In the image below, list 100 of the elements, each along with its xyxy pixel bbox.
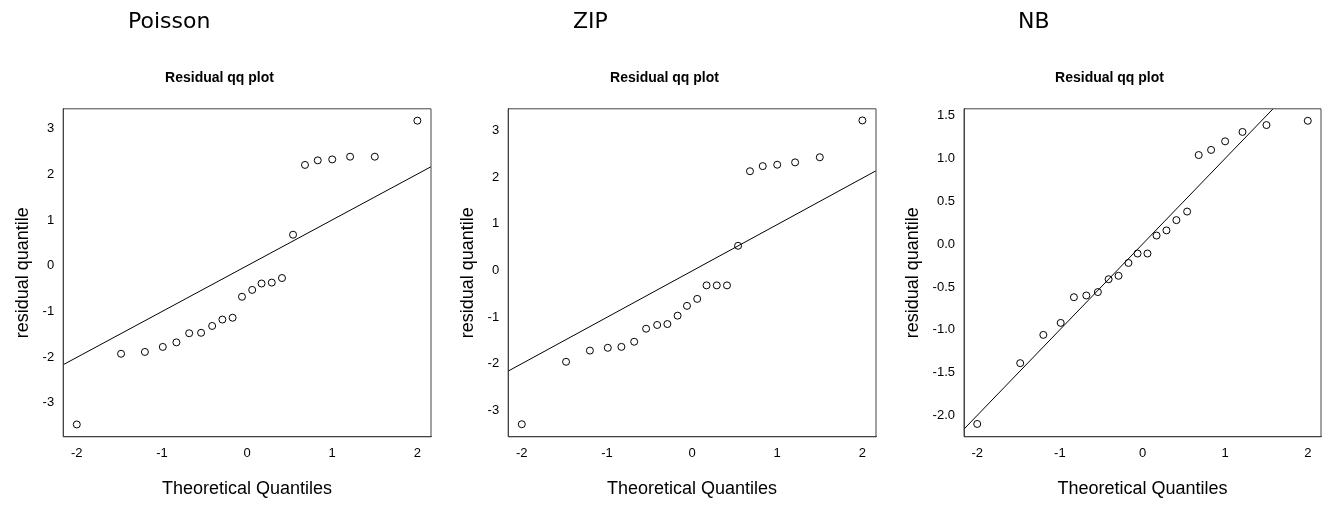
point bbox=[185, 329, 194, 338]
point bbox=[617, 342, 626, 351]
y-tick-label: 3 bbox=[46, 120, 55, 136]
point bbox=[722, 281, 731, 290]
point bbox=[328, 155, 337, 164]
x-axis-title: Theoretical Quantiles bbox=[162, 478, 333, 499]
point bbox=[1016, 359, 1025, 368]
x-tick-label: 2 bbox=[1304, 445, 1312, 461]
point bbox=[630, 337, 639, 346]
y-tick-label: 1 bbox=[46, 211, 55, 227]
x-axis-title: Theoretical Quantiles bbox=[607, 478, 778, 499]
x-tick-label: 1 bbox=[773, 445, 781, 461]
x-tick-label: 1 bbox=[328, 445, 336, 461]
point bbox=[682, 301, 691, 310]
y-tick-label: 1.0 bbox=[936, 150, 955, 166]
point bbox=[1114, 271, 1123, 280]
point bbox=[1194, 151, 1203, 160]
point bbox=[172, 338, 181, 347]
point bbox=[973, 419, 982, 428]
y-axis-title: residual quantile bbox=[456, 207, 477, 339]
point bbox=[745, 167, 754, 176]
chart-subtitle: Residual qq plot bbox=[610, 69, 720, 86]
point bbox=[346, 152, 355, 161]
point bbox=[1056, 318, 1065, 327]
point bbox=[693, 294, 702, 303]
point bbox=[413, 116, 422, 125]
x-tick-label: 2 bbox=[413, 445, 421, 461]
point bbox=[517, 420, 526, 429]
y-tick-label: 2 bbox=[46, 166, 55, 182]
chart-title: NB bbox=[1018, 8, 1050, 33]
x-tick-label: 1 bbox=[1221, 445, 1229, 461]
x-tick-label: 0 bbox=[1138, 445, 1147, 461]
point bbox=[1104, 275, 1113, 284]
x-tick-label: -2 bbox=[516, 445, 528, 461]
point bbox=[1172, 216, 1181, 225]
point bbox=[248, 285, 257, 294]
x-tick-label: 0 bbox=[243, 445, 251, 461]
point bbox=[673, 311, 682, 320]
point bbox=[267, 278, 276, 287]
y-tick-label: -1 bbox=[42, 302, 55, 318]
point bbox=[758, 162, 767, 171]
point bbox=[1143, 249, 1152, 258]
point bbox=[1207, 145, 1216, 154]
point bbox=[653, 320, 662, 329]
point bbox=[277, 274, 286, 283]
y-tick-label: 1.5 bbox=[936, 107, 955, 123]
chart-subtitle: Residual qq plot bbox=[1055, 69, 1165, 86]
point bbox=[585, 346, 594, 355]
x-tick-label: -1 bbox=[1054, 445, 1066, 461]
point bbox=[1124, 258, 1133, 267]
point bbox=[313, 156, 322, 165]
point bbox=[1238, 127, 1247, 136]
y-tick-label: -1.5 bbox=[932, 364, 955, 380]
point bbox=[197, 328, 206, 337]
x-tick-label: 2 bbox=[858, 445, 866, 461]
x-tick-label: -1 bbox=[156, 445, 168, 461]
y-tick-label: 0.0 bbox=[936, 235, 955, 251]
point bbox=[237, 292, 246, 301]
x-tick-label: 0 bbox=[688, 445, 696, 461]
point bbox=[858, 116, 867, 125]
point bbox=[1303, 116, 1312, 125]
y-tick-label: -0.5 bbox=[932, 278, 955, 294]
y-tick-label: 1 bbox=[491, 215, 500, 231]
point bbox=[370, 152, 379, 161]
y-tick-label: -2 bbox=[487, 355, 500, 371]
y-tick-label: 3 bbox=[491, 122, 500, 138]
point bbox=[1262, 121, 1271, 130]
point bbox=[1152, 231, 1161, 240]
y-tick-label: 2 bbox=[491, 168, 500, 184]
point bbox=[257, 279, 266, 288]
point bbox=[1221, 137, 1230, 146]
y-tick-label: -2 bbox=[42, 348, 55, 364]
point bbox=[815, 153, 824, 162]
point bbox=[117, 349, 126, 358]
point bbox=[218, 315, 227, 324]
point bbox=[300, 160, 309, 169]
point bbox=[1039, 330, 1048, 339]
y-axis-title: residual quantile bbox=[901, 207, 922, 339]
x-axis-title: Theoretical Quantiles bbox=[1057, 478, 1228, 499]
point bbox=[158, 342, 167, 351]
point bbox=[791, 158, 800, 167]
y-tick-label: -1.0 bbox=[932, 321, 955, 337]
point bbox=[1133, 249, 1142, 258]
point bbox=[1069, 293, 1078, 302]
y-tick-label: 0.5 bbox=[936, 192, 955, 208]
point bbox=[72, 420, 81, 429]
x-tick-label: -2 bbox=[71, 445, 83, 461]
y-tick-label: 0 bbox=[46, 257, 55, 273]
point bbox=[773, 160, 782, 169]
point bbox=[642, 324, 651, 333]
point bbox=[1093, 288, 1102, 297]
point bbox=[1162, 226, 1171, 235]
y-tick-label: -2.0 bbox=[932, 406, 955, 422]
point bbox=[140, 347, 149, 356]
point bbox=[734, 241, 743, 250]
point bbox=[663, 320, 672, 329]
y-tick-label: -3 bbox=[42, 394, 55, 410]
point bbox=[712, 281, 721, 290]
chart-title: ZIP bbox=[573, 8, 608, 33]
y-axis-title: residual quantile bbox=[11, 207, 32, 339]
